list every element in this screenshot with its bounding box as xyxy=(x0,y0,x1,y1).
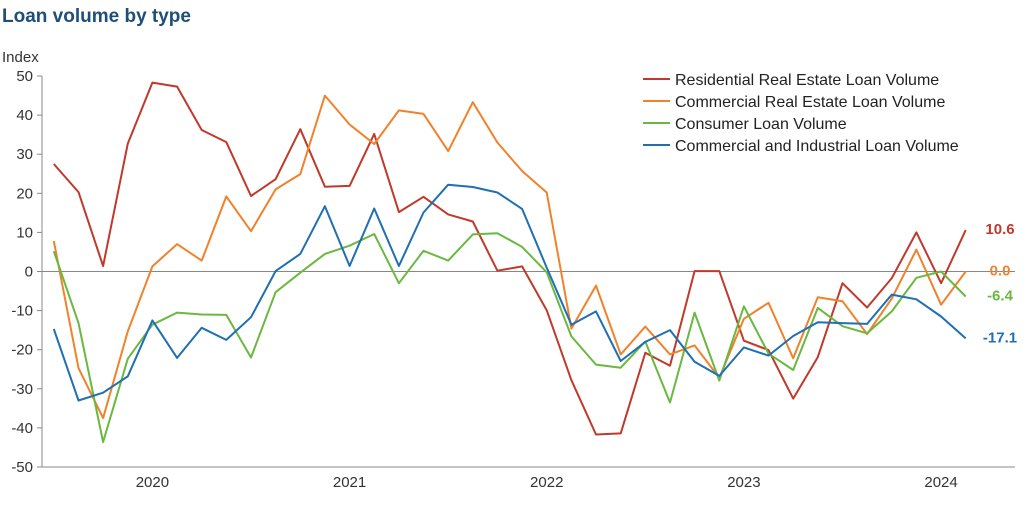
series-line-2 xyxy=(52,94,967,420)
end-labels: 10.6 0.0 -6.4 -17.1 xyxy=(983,221,1017,346)
series-line-4 xyxy=(52,183,967,402)
end-value-label: 0.0 xyxy=(990,263,1011,280)
y-tick-label: -30 xyxy=(11,381,33,398)
x-tick-label: 2024 xyxy=(924,474,957,491)
x-tick-label: 2021 xyxy=(333,474,366,491)
chart-title: Loan volume by type xyxy=(2,6,191,27)
y-tick-label: 50 xyxy=(16,68,33,85)
y-axis-label: Index xyxy=(2,49,39,66)
legend: Residential Real Estate Loan Volume Comme… xyxy=(643,72,959,155)
series-line-3 xyxy=(52,232,967,443)
series-layer xyxy=(52,81,967,443)
y-tick-label: -10 xyxy=(11,303,33,320)
legend-entry: Consumer Loan Volume xyxy=(675,116,847,133)
end-value-label: -17.1 xyxy=(983,329,1017,346)
y-tick-label: -20 xyxy=(11,342,33,359)
x-tick-label: 2023 xyxy=(727,474,760,491)
y-tick-label: 0 xyxy=(25,264,33,281)
end-value-label: -6.4 xyxy=(987,288,1014,305)
series-line-1 xyxy=(53,81,967,436)
legend-entry: Commercial and Industrial Loan Volume xyxy=(675,138,959,155)
y-tick-label: 40 xyxy=(16,107,33,124)
y-tick-label: -40 xyxy=(11,420,33,437)
legend-entry: Commercial Real Estate Loan Volume xyxy=(675,94,945,111)
y-tick-label: -50 xyxy=(11,459,33,476)
end-value-label: 10.6 xyxy=(985,221,1014,238)
legend-entry: Residential Real Estate Loan Volume xyxy=(675,72,939,89)
y-tick-label: 20 xyxy=(16,185,33,202)
x-tick-label: 2020 xyxy=(136,474,169,491)
y-tick-label: 10 xyxy=(16,224,33,241)
y-tick-label: 30 xyxy=(16,146,33,163)
x-tick-label: 2022 xyxy=(530,474,563,491)
axes-layer: Index 50 40 30 20 10 0 -10 -20 -30 -40 -50 2020 2021 2… xyxy=(2,49,1015,491)
